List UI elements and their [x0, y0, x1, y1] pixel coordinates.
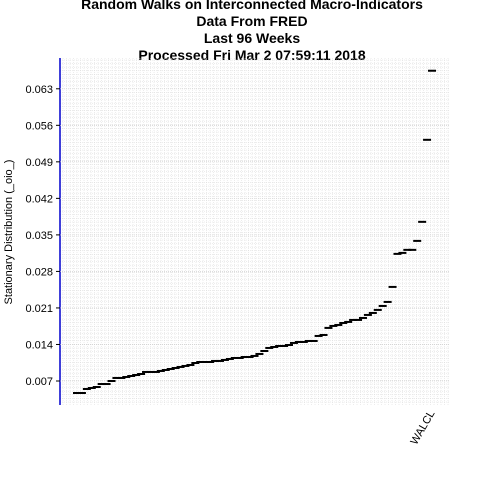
point: [151, 370, 160, 373]
point: [354, 318, 363, 321]
point: [92, 385, 101, 388]
point: [299, 340, 308, 343]
point: [77, 391, 86, 394]
y-tick-label: 0.021: [25, 303, 53, 315]
point: [373, 308, 382, 311]
point: [289, 341, 298, 344]
point: [280, 344, 289, 347]
point: [87, 386, 96, 389]
point: [127, 374, 136, 377]
point: [112, 376, 121, 379]
point: [329, 324, 338, 327]
point: [344, 320, 353, 323]
point: [383, 300, 392, 303]
point: [418, 220, 427, 223]
point: [146, 370, 155, 373]
point: [191, 361, 200, 364]
point: [398, 251, 407, 254]
point: [161, 368, 170, 371]
point: [137, 373, 146, 376]
chart-title: Processed Fri Mar 2 07:59:11 2018: [138, 47, 365, 63]
point: [388, 285, 397, 288]
point: [206, 361, 215, 364]
point: [368, 311, 377, 314]
point: [319, 333, 328, 336]
point: [97, 383, 106, 386]
y-axis-label: Stationary Distribution (_oio_): [3, 160, 15, 305]
chart-title: Data From FRED: [196, 13, 307, 29]
point: [107, 379, 116, 382]
point: [240, 355, 249, 358]
point: [403, 248, 412, 251]
point: [334, 323, 343, 326]
y-tick-label: 0.042: [25, 193, 53, 205]
chart-title: Random Walks on Interconnected Macro-Ind…: [81, 0, 423, 12]
point: [82, 387, 91, 390]
y-tick-label: 0.035: [25, 230, 53, 242]
chart-title: Last 96 Weeks: [204, 30, 300, 46]
point: [250, 354, 259, 357]
point: [408, 248, 417, 251]
y-tick-label: 0.014: [25, 339, 53, 351]
y-tick-label: 0.007: [25, 376, 53, 388]
point: [176, 365, 185, 368]
point: [102, 383, 111, 386]
x-tick-label: WALCL: [408, 409, 437, 447]
point: [201, 361, 210, 364]
point: [166, 367, 175, 370]
point: [265, 346, 274, 349]
point: [423, 138, 432, 141]
point: [314, 334, 323, 337]
point: [294, 340, 303, 343]
point: [349, 318, 358, 321]
point: [225, 357, 234, 360]
point: [181, 364, 190, 367]
point: [132, 373, 141, 376]
point: [378, 304, 387, 307]
point: [363, 313, 372, 316]
y-tick-label: 0.049: [25, 157, 53, 169]
point: [142, 370, 151, 373]
point: [324, 326, 333, 329]
point: [428, 69, 436, 72]
point: [230, 356, 239, 359]
point: [220, 358, 229, 361]
point: [122, 375, 131, 378]
point: [186, 363, 195, 366]
point: [275, 344, 284, 347]
point: [285, 343, 294, 346]
point: [117, 376, 126, 379]
point: [215, 359, 224, 362]
point: [304, 339, 313, 342]
point: [309, 339, 318, 342]
point: [255, 352, 264, 355]
point: [73, 391, 81, 394]
point: [245, 355, 254, 358]
point: [393, 252, 402, 255]
point: [270, 345, 279, 348]
y-tick-label: 0.056: [25, 120, 53, 132]
point: [358, 316, 367, 319]
y-tick-label: 0.063: [25, 84, 53, 96]
point: [196, 361, 205, 364]
y-tick-label: 0.028: [25, 266, 53, 278]
point: [211, 359, 220, 362]
point: [339, 321, 348, 324]
point: [235, 356, 244, 359]
point: [156, 369, 165, 372]
point: [260, 349, 269, 352]
point: [171, 367, 180, 370]
point: [413, 239, 422, 242]
